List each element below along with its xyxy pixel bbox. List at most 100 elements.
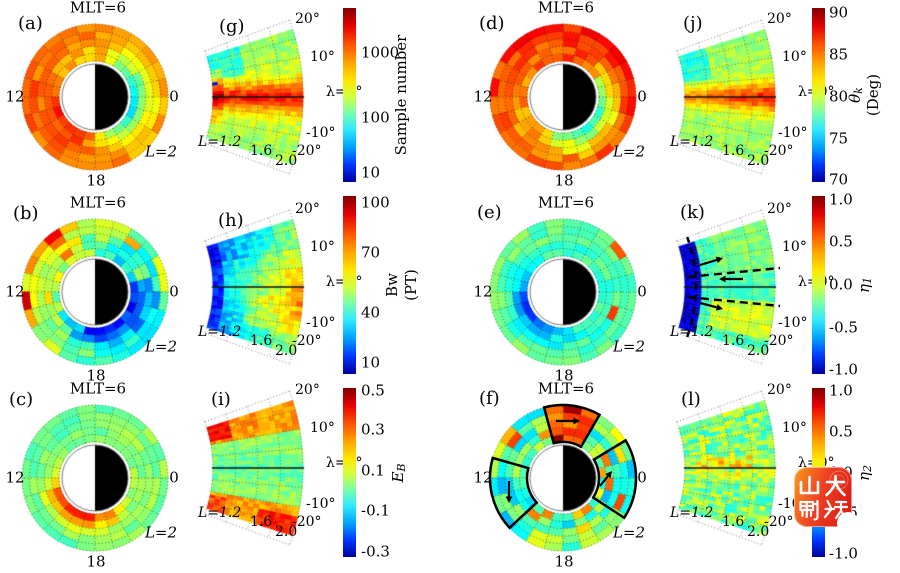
- dial-l2-label: L=2: [612, 523, 646, 542]
- dial-mlt12-label: 12: [473, 282, 493, 301]
- fan-lat-label: 20°: [295, 11, 320, 27]
- dial-mlt6-label: MLT=6: [69, 0, 127, 17]
- dial-l2-label: L=2: [612, 337, 646, 356]
- panel-letter-c: (c): [9, 389, 34, 410]
- colorbar-tick-sample_number: 10: [361, 163, 381, 182]
- dial-mlt0-label: 0: [637, 282, 647, 301]
- dial-mlt0-label: 0: [169, 282, 179, 301]
- fan-l-label: L=1.2: [198, 505, 242, 521]
- fan-l-label: 1.6: [722, 514, 745, 530]
- fan-l-label: 1.6: [722, 333, 745, 349]
- dial-mlt6-label: MLT=6: [537, 379, 595, 398]
- fan-l-label: 2.0: [747, 343, 770, 359]
- colorbar-tick-theta_k: 85: [829, 45, 849, 64]
- colorbar-tick-eta_1: -1.0: [829, 360, 858, 379]
- dial-l2-label: L=2: [144, 337, 178, 356]
- dial-mlt6-label: MLT=6: [537, 0, 595, 17]
- dial-l2-label: L=2: [612, 142, 646, 161]
- panel-letter-a: (a): [18, 13, 43, 34]
- panel-letter-l: (l): [681, 389, 701, 410]
- colorbar-label-e_b: EB: [389, 462, 408, 483]
- dial-mlt12-label: 12: [473, 468, 493, 487]
- fan-lat-label: 10°: [310, 239, 335, 255]
- colorbar-label-subscript: 2: [861, 464, 874, 472]
- dial-mlt0-label: 0: [169, 468, 179, 487]
- colorbar-tick-theta_k: 90: [829, 3, 849, 22]
- colorbar-tick-sample_number: 1000: [361, 43, 400, 62]
- panel-letter-k: (k): [680, 202, 705, 223]
- logo-glyphs: [799, 470, 849, 521]
- dial-mlt12-label: 12: [5, 282, 25, 301]
- dial-mlt18-label: 18: [86, 171, 106, 190]
- colorbar-label-theta_k: θk: [846, 87, 865, 103]
- dial-mlt12-label: 12: [473, 87, 493, 106]
- colorbar-tick-e_b: -0.1: [361, 501, 390, 520]
- colorbar-label-bw: Bw: [383, 273, 401, 297]
- fan-lat-label: -20°: [764, 514, 794, 530]
- fan-l-label: L=1.2: [670, 134, 714, 150]
- colorbar-label-text: Bw: [383, 273, 401, 297]
- colorbar-tick-e_b: 0.3: [361, 420, 385, 439]
- fan-lat-label: -20°: [764, 333, 794, 349]
- colorbar-tick-eta_1: 0.0: [829, 275, 853, 294]
- colorbar-tick-eta_1: 1.0: [829, 190, 853, 209]
- colorbar-tick-eta_1: 0.5: [829, 232, 853, 251]
- colorbar-tick-eta_1: -0.5: [829, 318, 858, 337]
- colorbar-unit-bw: (PT): [402, 269, 420, 301]
- colorbar-tick-bw: 100: [361, 193, 390, 212]
- dial-l2-label: L=2: [144, 142, 178, 161]
- colorbar-bw: [343, 196, 356, 374]
- fan-l-label: L=1.2: [670, 505, 714, 521]
- fan-lat-label: -10°: [778, 125, 808, 141]
- dial-l2-label: L=2: [144, 523, 178, 542]
- colorbar-label-subscript: 1: [861, 277, 874, 284]
- colorbar-label-text: E: [389, 471, 407, 483]
- colorbar-e_b: [343, 388, 356, 557]
- panel-letter-b: (b): [13, 203, 39, 224]
- colorbar-label-text: Sample number: [392, 34, 410, 156]
- fan-lat-label: 10°: [782, 239, 807, 255]
- fan-lat-label: 10°: [310, 49, 335, 65]
- fan-l-label: L=1.2: [198, 324, 242, 340]
- panel-letter-h: (h): [218, 210, 244, 231]
- fan-lat-label: 20°: [295, 201, 320, 217]
- colorbar-tick-e_b: 0.1: [361, 461, 385, 480]
- colorbar-label-subscript: B: [395, 462, 408, 472]
- colorbar-tick-eta_2: -1.0: [829, 544, 858, 563]
- fan-lat-label: -20°: [292, 143, 322, 159]
- colorbar-label-sample_number: Sample number: [392, 34, 410, 156]
- colorbar-tick-e_b: 0.5: [361, 381, 385, 400]
- panel-letter-d: (d): [479, 13, 505, 34]
- colorbar-tick-sample_number: 100: [361, 108, 390, 127]
- colorbar-tick-e_b: -0.3: [361, 542, 390, 561]
- fan-l-label: 2.0: [275, 524, 298, 540]
- logo-corner-curl: [837, 512, 859, 534]
- dial-mlt0-label: 0: [637, 87, 647, 106]
- fan-l-label: 1.6: [250, 143, 273, 159]
- colorbar-sample_number: [343, 8, 356, 182]
- fan-l-label: L=1.2: [198, 134, 242, 150]
- fan-l-label: 1.6: [250, 514, 273, 530]
- dial-mlt6-label: MLT=6: [69, 193, 127, 212]
- fan-lat-label: -20°: [292, 514, 322, 530]
- fan-lat-label: -10°: [306, 496, 336, 512]
- dial-mlt18-label: 18: [554, 171, 574, 190]
- panel-letter-f: (f): [479, 388, 500, 409]
- colorbar-tick-theta_k: 70: [829, 170, 849, 189]
- watermark-logo: 山大 融媒: [794, 467, 859, 534]
- colorbar-eta_1: [812, 196, 825, 374]
- dial-mlt18-label: 18: [86, 366, 106, 385]
- dial-mlt6-label: MLT=6: [69, 379, 127, 398]
- fan-lat-label: 20°: [767, 382, 792, 398]
- dial-mlt18-label: 18: [554, 366, 574, 385]
- dial-mlt12-label: 12: [5, 468, 25, 487]
- panel-letter-e: (e): [477, 202, 502, 223]
- dial-mlt12-label: 12: [5, 87, 25, 106]
- panel-letter-j: (j): [683, 13, 703, 34]
- fan-lat-label: 20°: [767, 11, 792, 27]
- colorbar-tick-theta_k: 80: [829, 87, 849, 106]
- fan-l-label: 1.6: [250, 333, 273, 349]
- colorbar-label-eta_2: η2: [855, 464, 874, 481]
